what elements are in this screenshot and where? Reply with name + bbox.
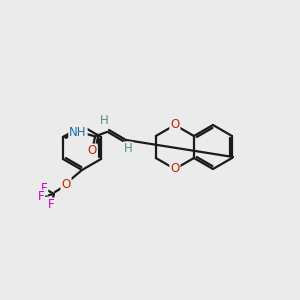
Text: H: H <box>124 142 132 155</box>
Text: O: O <box>61 178 70 190</box>
Text: F: F <box>41 182 47 194</box>
Text: F: F <box>38 190 44 203</box>
Text: F: F <box>48 199 54 212</box>
Text: O: O <box>170 163 179 176</box>
Text: O: O <box>170 118 179 131</box>
Text: H: H <box>100 115 108 128</box>
Text: NH: NH <box>69 125 87 139</box>
Text: O: O <box>87 145 97 158</box>
